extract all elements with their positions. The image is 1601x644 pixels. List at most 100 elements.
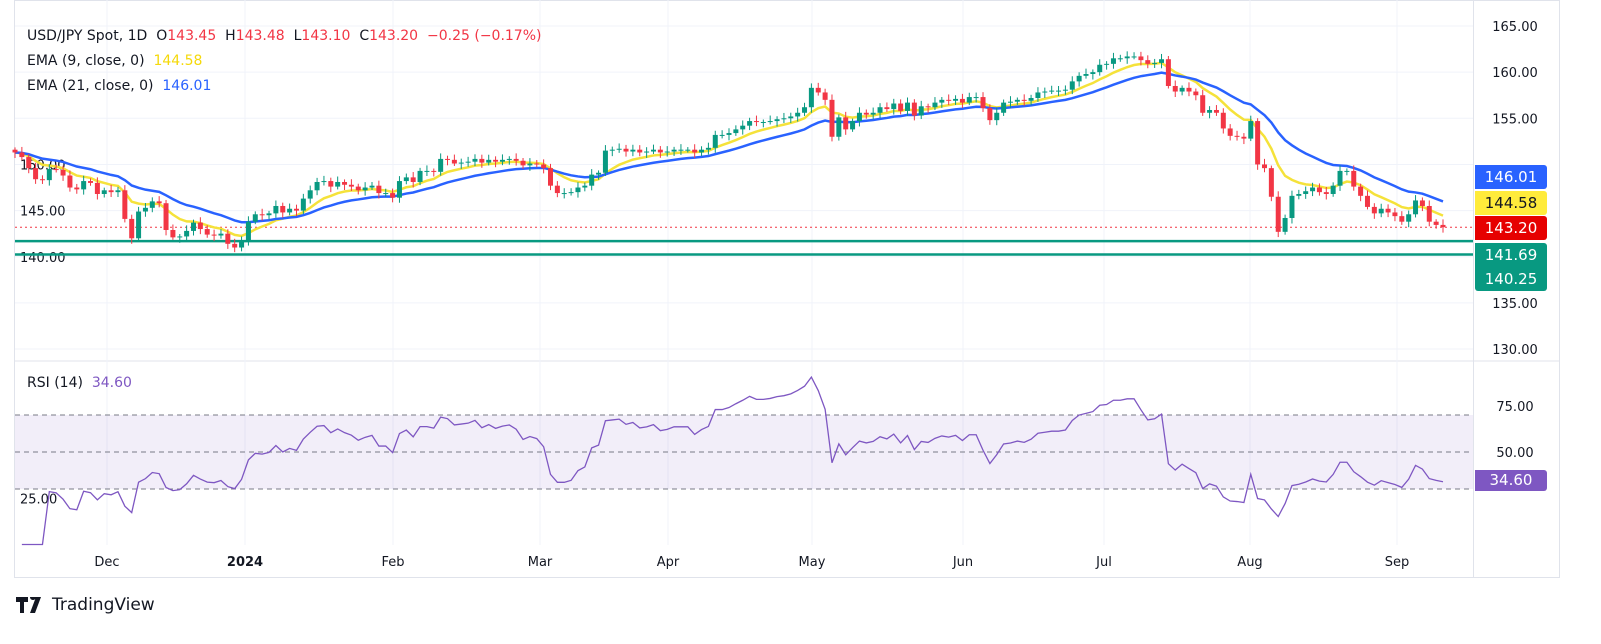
candle-body <box>850 121 856 130</box>
candle-body <box>856 112 862 122</box>
candle-body <box>1426 205 1432 222</box>
candle-body <box>1172 85 1178 92</box>
low-value: 143.10 <box>301 28 351 44</box>
time-tick-label: 2024 <box>227 555 263 570</box>
candle-body <box>300 198 306 211</box>
candle-body <box>1385 208 1391 213</box>
candle-body <box>1021 99 1027 101</box>
candle-body <box>451 159 457 164</box>
level-price-tag: 141.69 <box>1475 243 1547 267</box>
candle-body <box>527 163 533 166</box>
candle-body <box>994 112 1000 121</box>
candle-body <box>33 168 39 180</box>
candle-body <box>197 222 203 230</box>
candle-body <box>541 164 547 169</box>
candle-body <box>1371 206 1377 214</box>
candle-body <box>657 149 663 153</box>
candle-body <box>94 182 100 194</box>
candle-body <box>650 149 656 152</box>
candle-body <box>239 240 245 248</box>
candle-body <box>1337 170 1343 186</box>
candle-body <box>1310 187 1316 192</box>
ema21-line <box>14 71 1444 224</box>
candle-body <box>184 230 190 237</box>
candle-body <box>1282 217 1288 232</box>
candle-body <box>53 169 59 171</box>
candle-body <box>46 169 52 181</box>
candle-body <box>115 190 121 193</box>
candle-body <box>699 149 705 153</box>
candle-body <box>1014 99 1020 102</box>
candle-body <box>1344 170 1350 172</box>
candle-body <box>1049 90 1055 92</box>
tradingview-logo[interactable]: TradingView <box>16 595 155 615</box>
candle-body <box>863 112 869 115</box>
ema9-value: 144.58 <box>153 53 203 69</box>
candle-body <box>204 229 210 235</box>
ema21-price-tag: 146.01 <box>1475 165 1547 189</box>
candle-body <box>1193 91 1199 96</box>
ema9-legend[interactable]: EMA (9, close, 0) 144.58 <box>27 53 202 69</box>
candle-body <box>705 147 711 150</box>
candle-body <box>554 185 560 194</box>
candle-body <box>156 201 162 204</box>
candle-body <box>1145 60 1151 64</box>
price-tick-label: 165.00 <box>1492 20 1538 35</box>
candle-body <box>795 112 801 117</box>
candle-body <box>774 119 780 122</box>
candle-body <box>431 170 437 172</box>
candle-body <box>1433 221 1439 225</box>
ema21-legend[interactable]: EMA (21, close, 0) 146.01 <box>27 78 211 94</box>
candle-body <box>1207 109 1213 113</box>
candle-body <box>1138 56 1144 61</box>
candle-body <box>747 121 753 126</box>
candle-body <box>905 102 910 111</box>
candle-body <box>129 218 135 239</box>
candle-body <box>1406 214 1412 222</box>
candle-body <box>1413 200 1419 215</box>
candle-body <box>314 181 320 191</box>
candle-body <box>1440 224 1446 228</box>
change-value: −0.25 (−0.17%) <box>427 28 542 44</box>
high-value: 143.48 <box>235 28 285 44</box>
brand-name: TradingView <box>52 595 155 615</box>
candle-body <box>753 121 759 123</box>
candle-body <box>987 108 993 121</box>
symbol-legend: USD/JPY Spot, 1D O143.45 H143.48 L143.10… <box>27 28 541 44</box>
time-tick-label: Jul <box>1095 555 1112 570</box>
candle-body <box>692 149 698 153</box>
candle-body <box>829 99 835 137</box>
rsi-legend[interactable]: RSI (14) 34.60 <box>27 375 132 391</box>
candle-body <box>808 87 814 108</box>
candle-body <box>1323 192 1329 194</box>
candle-body <box>767 121 773 123</box>
high-label: H <box>225 28 236 44</box>
candle-body <box>390 193 396 198</box>
candle-body <box>396 181 402 198</box>
price-tick-label: 140.00 <box>20 251 66 266</box>
candle-body <box>609 149 615 151</box>
candle-body <box>602 150 608 173</box>
candle-body <box>1097 64 1103 73</box>
tradingview-logo-icon <box>16 597 41 613</box>
candle-body <box>946 99 952 101</box>
candle-body <box>726 133 732 135</box>
candle-body <box>74 187 80 190</box>
candle-body <box>1303 191 1309 194</box>
candle-body <box>568 192 574 194</box>
candle-body <box>877 107 883 113</box>
candle-body <box>561 193 567 195</box>
candle-body <box>472 158 478 162</box>
candle-body <box>293 208 299 211</box>
candle-body <box>939 99 945 103</box>
candle-body <box>1165 59 1171 86</box>
candle-body <box>843 117 849 130</box>
candle-body <box>959 98 965 103</box>
candle-body <box>1090 72 1096 74</box>
close-value: 143.20 <box>369 28 419 44</box>
candle-body <box>664 151 670 153</box>
candle-body <box>1364 195 1370 207</box>
candle-body <box>1419 200 1425 206</box>
time-tick-label: Apr <box>657 555 680 570</box>
